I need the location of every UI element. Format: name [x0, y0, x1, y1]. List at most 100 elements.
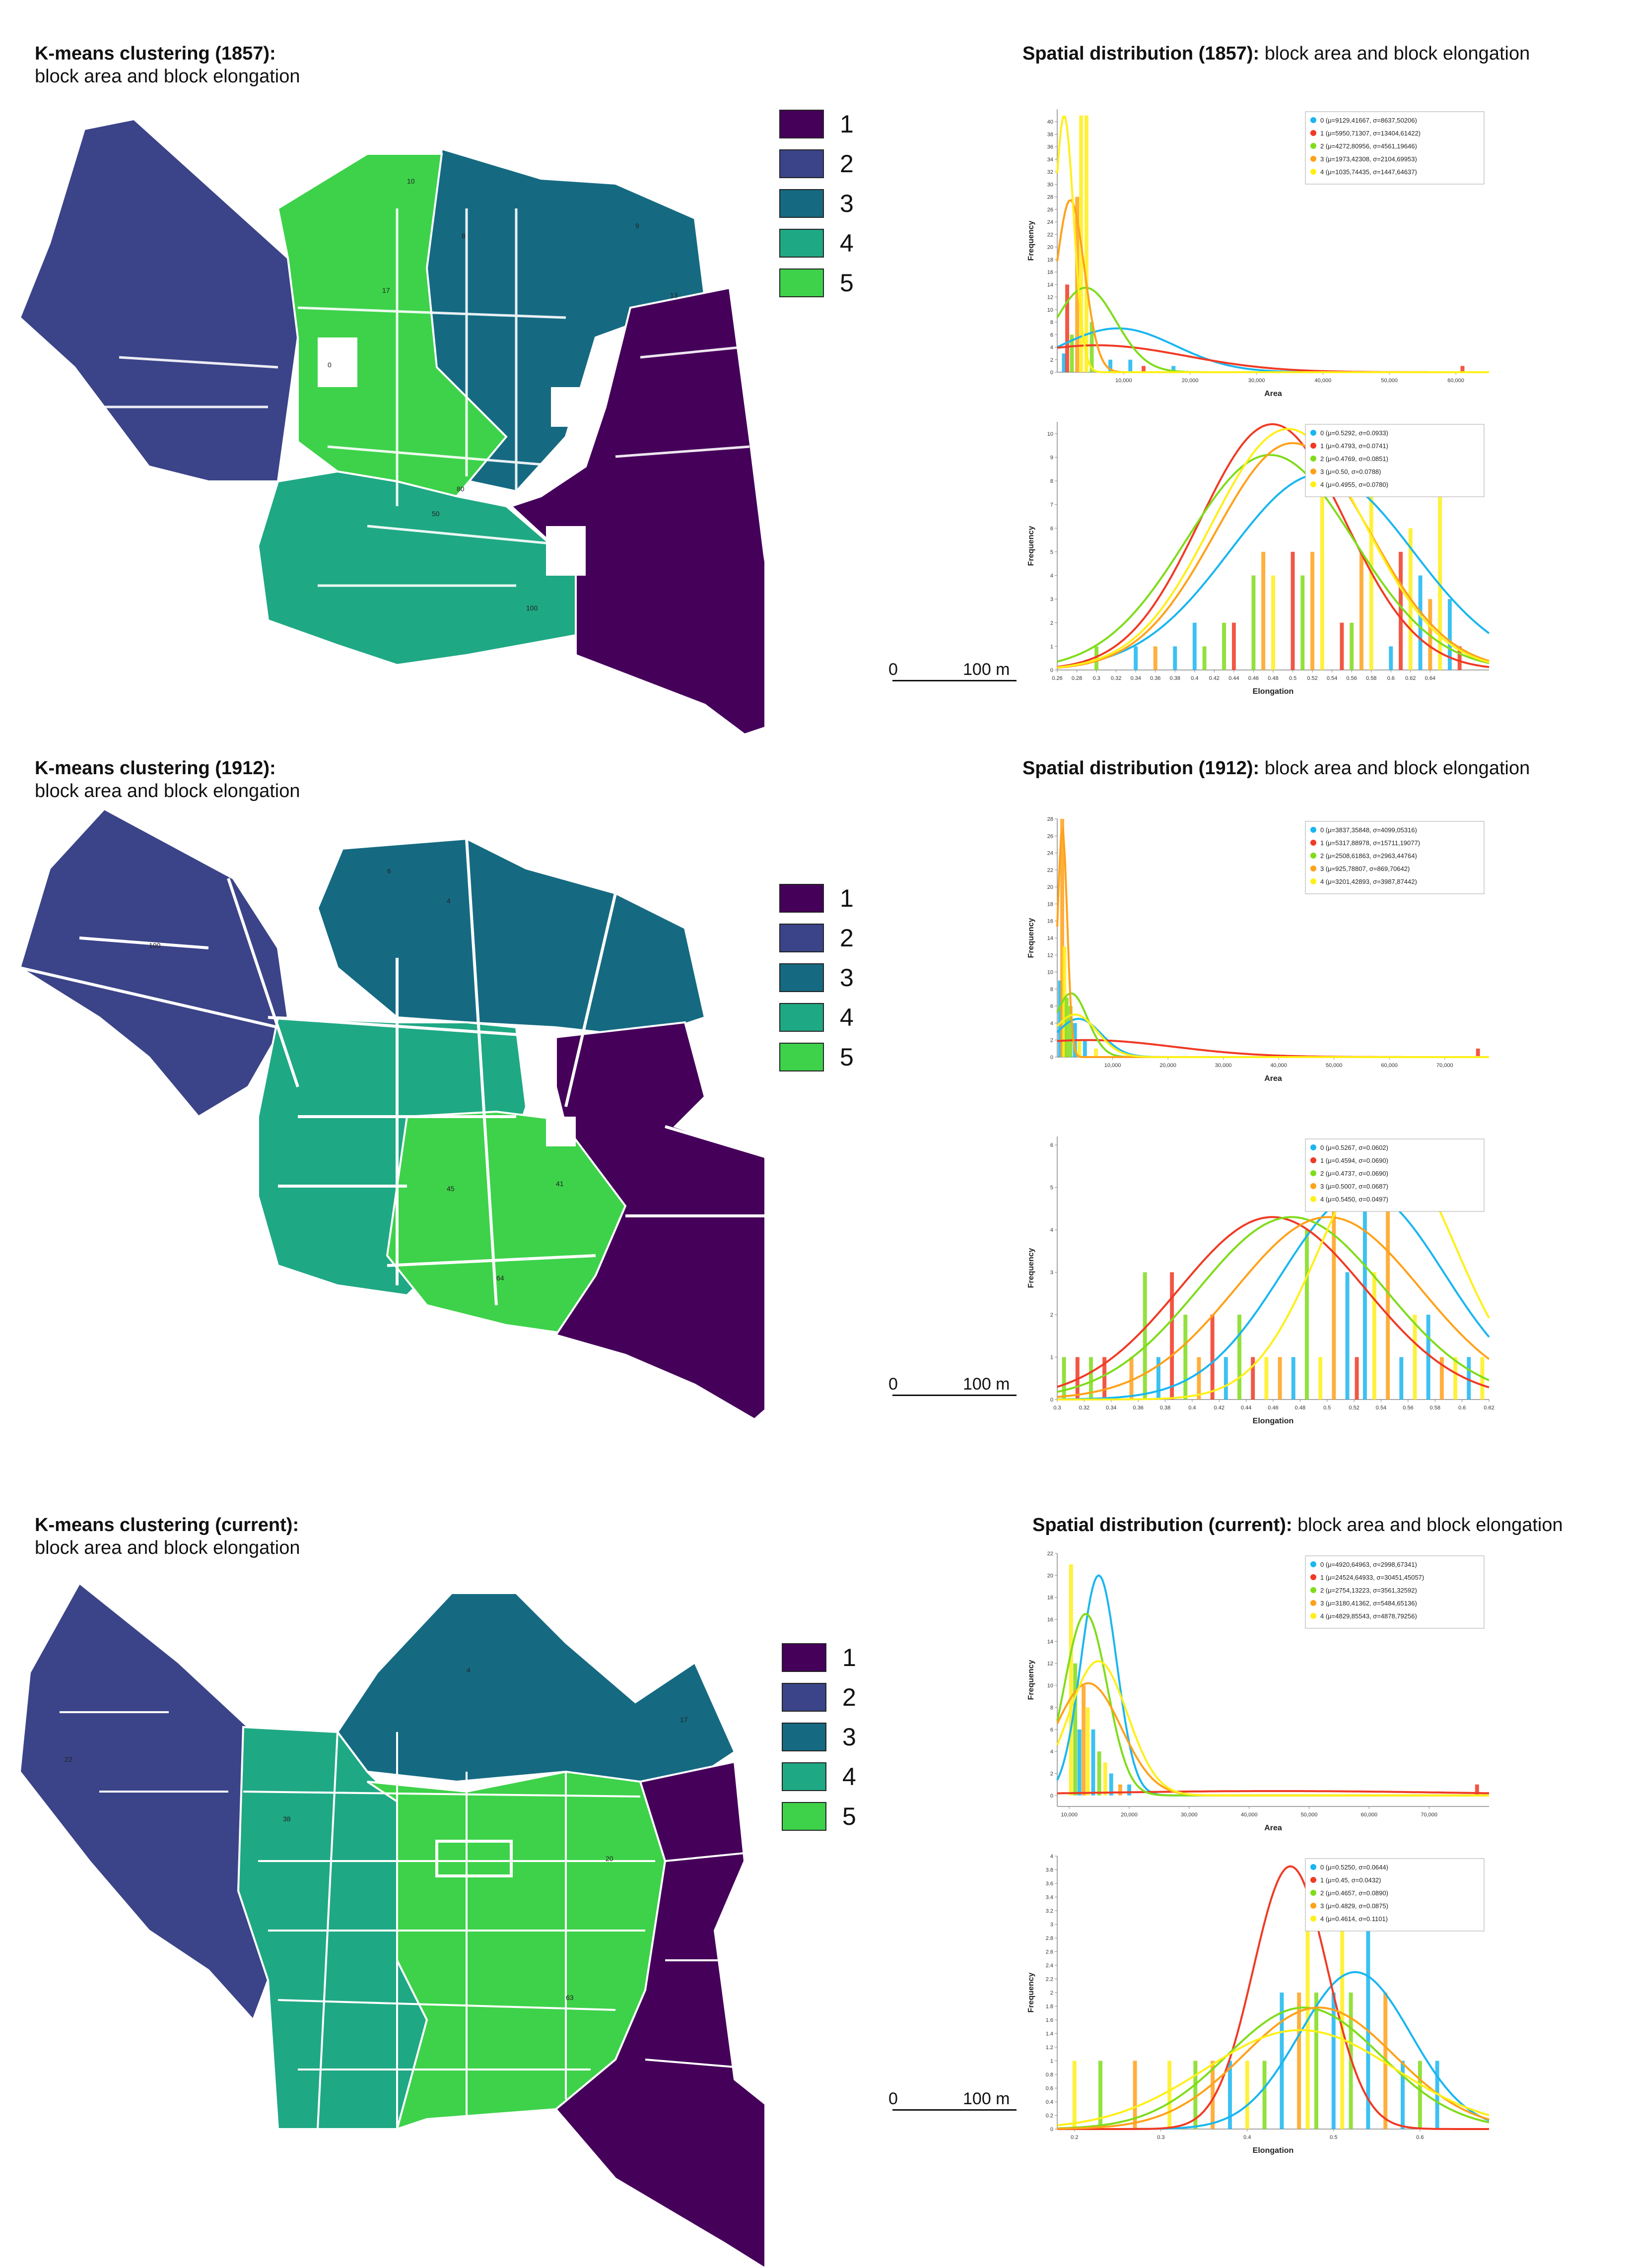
elongation-histogram: 0 1 2 3 4 5 6 0.3 0.32 0.34 0.36 0.38 0.4 0.42 0.44 0.4… — [1027, 1136, 1495, 1425]
y-tick-label: 12 — [1047, 295, 1053, 301]
y-tick-label: 2 — [1050, 1312, 1053, 1318]
histogram-bar — [1202, 646, 1207, 670]
histogram-bar — [1091, 1729, 1095, 1796]
x-tick-label: 0.62 — [1484, 1405, 1494, 1411]
histogram-bar — [1094, 646, 1099, 670]
x-tick-label: 0.48 — [1268, 675, 1278, 681]
y-tick-label: 6 — [1050, 332, 1053, 338]
series-curve — [1057, 2006, 1490, 2130]
map-legend: 1 2 3 4 5 — [779, 104, 854, 303]
y-tick-label: 1 — [1050, 1355, 1053, 1361]
x-tick-label: 0.58 — [1430, 1405, 1440, 1411]
y-tick-label: 28 — [1047, 195, 1053, 200]
legend-swatch-5 — [782, 1802, 826, 1831]
x-tick-label: 0.34 — [1106, 1405, 1116, 1411]
legend-entry: 1 (μ=0.4594, σ=0.0690) — [1320, 1157, 1388, 1164]
series-curve — [1057, 428, 1490, 668]
y-tick-label: 0.4 — [1046, 2099, 1053, 2105]
legend-marker — [1310, 468, 1316, 474]
y-tick-label: 1 — [1050, 644, 1053, 650]
x-tick-label: 0.3 — [1157, 2135, 1164, 2140]
histogram-bar — [1262, 2061, 1267, 2129]
histogram-bar — [1075, 197, 1080, 372]
histogram-bar — [1070, 334, 1074, 372]
y-tick-label: 2.2 — [1046, 1977, 1053, 1983]
histogram-bar — [1083, 1040, 1087, 1057]
legend-marker — [1310, 1196, 1316, 1202]
histogram-bar — [1418, 2061, 1422, 2129]
y-tick-label: 10 — [1047, 431, 1053, 437]
x-tick-label: 40,000 — [1270, 1063, 1287, 1068]
legend-marker — [1310, 456, 1316, 462]
y-tick-label: 2.8 — [1046, 1935, 1053, 1941]
histogram-bar — [1073, 1663, 1078, 1796]
block-label: 20 — [606, 1855, 613, 1863]
map-block — [554, 1760, 764, 2268]
legend-entry: 1 (μ=24524,64933, σ=30451,45057) — [1320, 1574, 1424, 1581]
y-tick-label: 0.2 — [1046, 2113, 1053, 2119]
x-tick-label: 60,000 — [1361, 1812, 1378, 1818]
x-axis-label: Area — [1264, 390, 1282, 398]
histogram-bar — [1251, 575, 1256, 670]
histogram-bar — [1271, 575, 1275, 670]
series-curve — [1057, 454, 1490, 665]
x-tick-label: 30,000 — [1248, 378, 1265, 384]
y-tick-label: 2.4 — [1046, 1963, 1053, 1969]
histogram-bar — [1127, 1784, 1131, 1796]
legend-label: 2 — [842, 1683, 856, 1711]
histogram-bar — [1143, 1272, 1147, 1400]
y-tick-label: 0.6 — [1046, 2086, 1053, 2092]
x-tick-label: 0.32 — [1079, 1405, 1089, 1411]
legend-entry: 1 (μ=0.4793, σ=0.0741) — [1320, 442, 1388, 450]
y-tick-label: 22 — [1047, 1551, 1053, 1557]
y-tick-label: 32 — [1047, 169, 1053, 175]
x-tick-label: 50,000 — [1301, 1812, 1318, 1818]
y-tick-label: 3.2 — [1046, 1908, 1053, 1914]
histogram-bar — [1231, 622, 1236, 670]
histogram-bar — [1355, 1357, 1359, 1400]
x-tick-label: 0.6 — [1458, 1405, 1466, 1411]
dist-title: Spatial distribution (current): block ar… — [1032, 1515, 1563, 1535]
chart-legend — [1305, 821, 1485, 894]
legend-entry: 1 (μ=0.45, σ=0.0432) — [1320, 1876, 1381, 1884]
x-tick-label: 0.54 — [1327, 675, 1337, 681]
histogram-bar — [1305, 1924, 1310, 2129]
x-tick-label: 30,000 — [1215, 1063, 1232, 1068]
y-tick-label: 3 — [1050, 1270, 1053, 1276]
legend-swatch-4 — [782, 1762, 826, 1791]
block-label: 8 — [462, 232, 466, 240]
y-tick-label: 14 — [1047, 1639, 1053, 1645]
histogram-bar — [1153, 646, 1157, 670]
x-tick-label: 50,000 — [1381, 378, 1398, 384]
legend-label: 5 — [842, 1802, 856, 1830]
legend-marker — [1310, 117, 1316, 123]
legend-label: 1 — [842, 1644, 856, 1671]
histogram-bar — [1399, 551, 1403, 670]
histogram-bar — [1359, 551, 1363, 670]
x-tick-label: 0.3 — [1092, 675, 1100, 681]
histogram-bar — [1108, 359, 1113, 372]
histogram-bar — [1062, 946, 1067, 1057]
histogram-bar — [1193, 2061, 1198, 2129]
legend-swatch-2 — [779, 149, 824, 178]
x-tick-label: 60,000 — [1381, 1063, 1398, 1068]
y-tick-label: 4 — [1050, 1020, 1053, 1026]
map-legend: 1 2 3 4 5 — [779, 878, 854, 1077]
y-tick-label: 3.8 — [1046, 1868, 1053, 1873]
histogram-bar — [1278, 1357, 1282, 1400]
histogram-bar — [1332, 1187, 1336, 1400]
histogram-bar — [1297, 1993, 1301, 2129]
y-tick-label: 8 — [1050, 1705, 1053, 1711]
map-block — [316, 837, 706, 1039]
histogram-bar — [1069, 1564, 1073, 1796]
histogram-bar — [1345, 1272, 1350, 1400]
histogram-bar — [1280, 1993, 1284, 2129]
legend-entry: 0 (μ=3837,35848, σ=4099,05316) — [1320, 826, 1417, 834]
histogram-bar — [1438, 481, 1442, 670]
histogram-bar — [1467, 1357, 1471, 1400]
x-tick-label: 0.2 — [1071, 2135, 1078, 2140]
histogram-bar — [1331, 1993, 1336, 2129]
legend-marker — [1310, 443, 1316, 449]
x-tick-label: 50,000 — [1326, 1063, 1343, 1068]
y-tick-label: 2 — [1050, 620, 1053, 626]
